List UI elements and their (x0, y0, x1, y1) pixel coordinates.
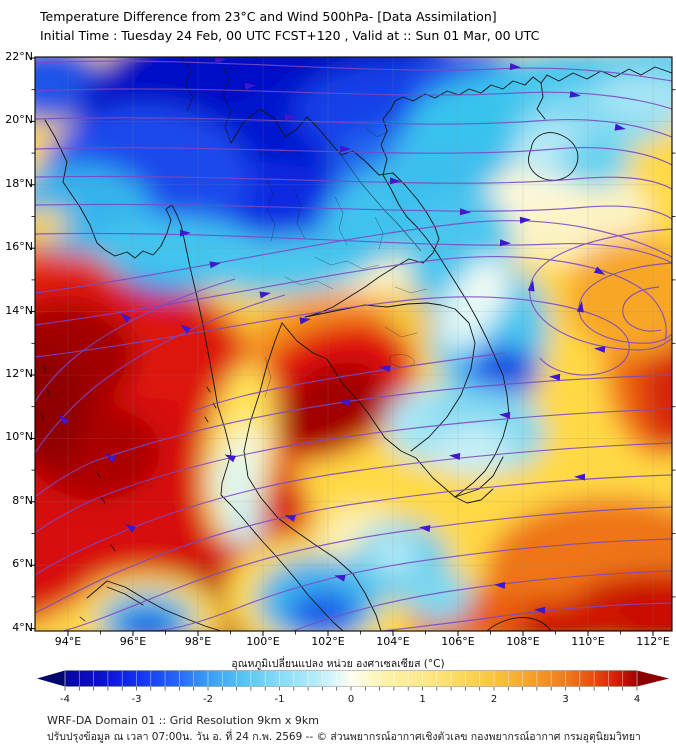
coast-leizhou (536, 82, 546, 120)
colorbar-label--4: -4 (60, 694, 70, 705)
border-myanmar-china (182, 57, 232, 144)
lon-label-106: 106°E (441, 635, 475, 648)
coast-sumatra (86, 580, 222, 632)
streamlines-layer (34, 60, 673, 632)
colorbar-label--1: -1 (275, 694, 285, 705)
colorbar-tick-labels: -4 -3 -2 -1 0 1 2 3 4 (60, 694, 640, 705)
lat-label-16: 16°N (5, 240, 33, 254)
map-canvas (30, 56, 676, 636)
lat-label-12: 12°N (5, 367, 33, 380)
colorbar-label-0: 0 (348, 694, 354, 705)
footer-update-info: ปรับปรุงข้อมูล ณ เวลา 07:00น. วัน อ. ที่… (47, 731, 641, 743)
lat-label-22: 22°N (5, 50, 33, 63)
map-frame (34, 56, 673, 632)
colorbar-label-1: 1 (419, 694, 425, 705)
lat-label-10: 10°N (5, 430, 33, 444)
axis-ticks (30, 57, 676, 636)
lon-label-102: 102°E (311, 635, 345, 648)
colorbar: -4 -3 -2 -1 0 1 2 3 4 (37, 670, 669, 705)
lat-label-20: 20°N (5, 113, 33, 127)
grid-layer (35, 57, 672, 631)
temperature-field (35, 57, 672, 631)
coast-china-south (394, 66, 673, 102)
colorbar-label-3: 3 (562, 694, 568, 705)
coast-myanmar-peninsula (44, 119, 344, 632)
lat-label-14: 14°N (5, 303, 33, 317)
lon-label-108: 108°E (506, 635, 540, 648)
footer-block: WRF-DA Domain 01 :: Grid Resolution 9km … (47, 712, 641, 746)
coast-hainan (528, 132, 579, 181)
border-thailand-north (230, 108, 440, 318)
coast-gulf-west (243, 322, 382, 632)
map-title: Temperature Difference from 23°C and Win… (40, 9, 497, 24)
colorbar-left-arrow (37, 670, 65, 687)
map-area: 22°N 20°N 18°N 16°N 14°N 12°N 10°N 8°N 6°N 4°N 94… (5, 50, 676, 648)
colorbar-label-2: 2 (491, 694, 497, 705)
footer-domain-info: WRF-DA Domain 01 :: Grid Resolution 9km … (47, 714, 319, 727)
colorbar-segments (64, 671, 638, 686)
streamline-arrows (58, 56, 626, 614)
lon-label-94: 94°E (54, 635, 82, 648)
province-lines (259, 126, 428, 398)
lon-label-100: 100°E (246, 635, 280, 648)
colorbar-label--3: -3 (132, 694, 142, 705)
lat-label-18: 18°N (5, 176, 33, 190)
title-block: Temperature Difference from 23°C and Win… (40, 7, 539, 45)
small-islands (40, 364, 217, 622)
colorbar-label--2: -2 (203, 694, 213, 705)
lon-label-104: 104°E (376, 635, 410, 648)
lat-label-6: 6°N (12, 557, 33, 571)
lon-label-112: 112°E (636, 635, 670, 648)
colorbar-ticks (64, 687, 638, 691)
lon-label-98: 98°E (184, 635, 212, 648)
coast-gulf-east (281, 322, 504, 498)
colorbar-label-4: 4 (634, 694, 640, 705)
lat-label-4: 4°N (12, 620, 33, 634)
coastlines-layer (40, 57, 673, 632)
colorbar-title: อุณหภูมิเปลี่ยนแปลง หน่วย องศาเซลเซียส (… (231, 658, 445, 670)
colorbar-right-arrow (637, 670, 669, 687)
lon-label-110: 110°E (571, 635, 605, 648)
border-laos-ridge (340, 154, 422, 252)
coast-borneo-tip (486, 617, 552, 632)
coast-vietnam (380, 100, 510, 504)
lat-label-8: 8°N (12, 493, 33, 507)
lon-label-96: 96°E (119, 635, 147, 648)
map-subtitle: Initial Time : Tuesday 24 Feb, 00 UTC FC… (40, 28, 540, 43)
